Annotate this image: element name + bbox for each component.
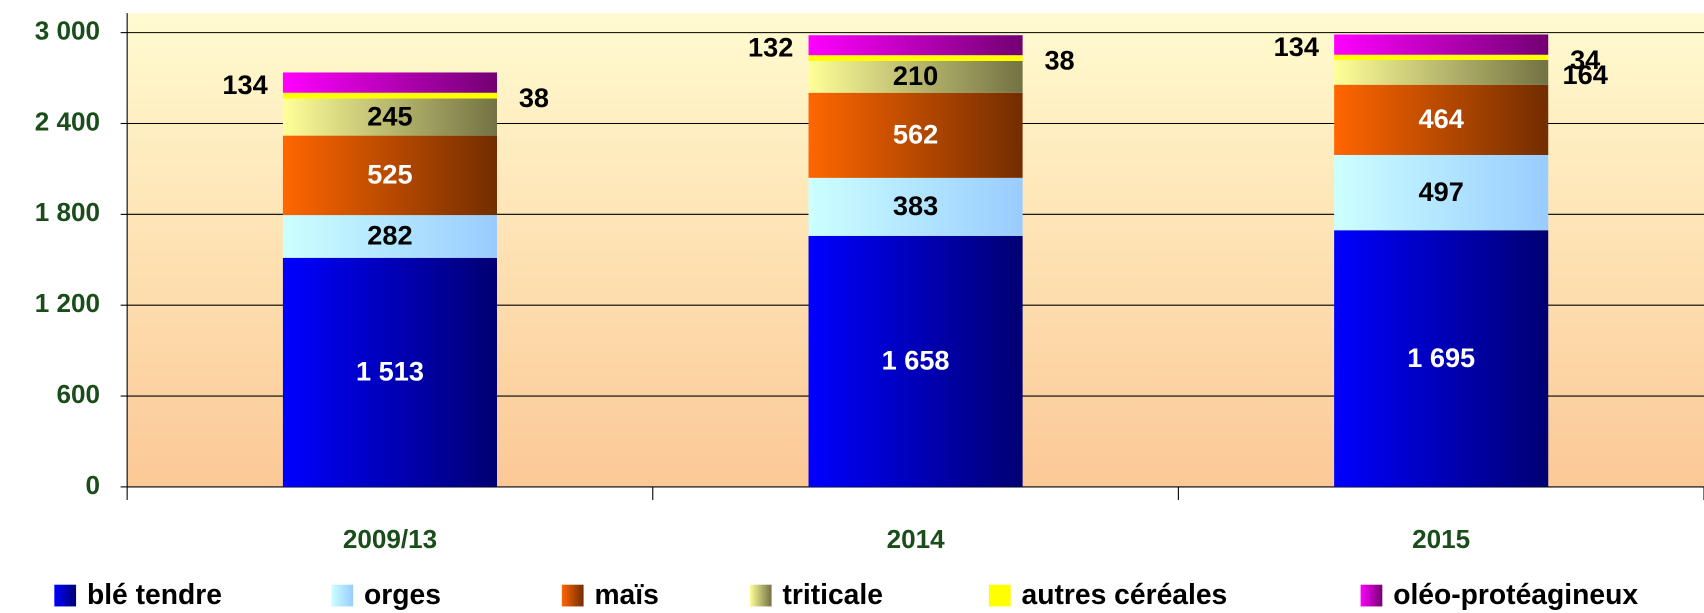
legend-swatch	[561, 584, 584, 607]
value-label: 562	[893, 119, 938, 150]
value-label: 210	[893, 60, 938, 91]
bar-segment	[1334, 84, 1549, 155]
x-tick-label: 2015	[1412, 524, 1470, 554]
y-tick-label: 1 800	[35, 197, 100, 227]
bar-segment	[282, 215, 497, 258]
legend-label: orges	[364, 578, 441, 610]
legend-label: blé tendre	[87, 578, 222, 610]
y-tick-label: 600	[56, 379, 100, 409]
x-tick-label: 2009/13	[343, 524, 437, 554]
value-label: 282	[367, 220, 412, 251]
bar-segment	[808, 35, 1023, 56]
value-label: 132	[748, 32, 793, 63]
value-label: 1 513	[356, 356, 424, 387]
bar-segment	[808, 235, 1023, 487]
legend-swatch	[988, 584, 1011, 607]
value-label: 245	[367, 100, 412, 131]
x-tick-label: 2014	[887, 524, 946, 554]
bar-segment	[808, 60, 1023, 93]
value-label: 383	[893, 190, 938, 221]
bar-segment	[282, 92, 497, 99]
legend-label: oléo-protéagineux	[1393, 578, 1638, 610]
bar-segment	[808, 92, 1023, 178]
bar-segment	[808, 177, 1023, 236]
y-tick-label: 3 000	[35, 16, 100, 46]
y-tick-label: 0	[85, 470, 100, 500]
value-label: 1 695	[1407, 342, 1475, 373]
y-tick-label: 1 200	[35, 288, 100, 318]
bar-segment	[282, 257, 497, 487]
bar-segment	[1334, 34, 1549, 55]
legend-swatch	[1360, 584, 1383, 607]
bar-segment	[1334, 230, 1549, 487]
legend-label: maïs	[594, 578, 658, 610]
value-label: 497	[1419, 176, 1464, 207]
bar-segment	[808, 55, 1023, 61]
value-label: 464	[1419, 103, 1464, 134]
legend-label: triticale	[782, 578, 883, 610]
value-label: 38	[519, 82, 549, 113]
value-label: 525	[367, 159, 412, 190]
value-label: 1 658	[882, 345, 950, 376]
legend-swatch	[331, 584, 354, 607]
bar-segment	[1334, 154, 1549, 231]
bar-segment	[282, 135, 497, 216]
bar-segment	[282, 98, 497, 136]
value-label: 134	[222, 69, 267, 100]
legend-label: autres céréales	[1022, 578, 1228, 610]
bar-segment	[282, 72, 497, 93]
y-tick-label: 2 400	[35, 106, 100, 136]
value-label: 34	[1570, 44, 1600, 75]
bar-segment	[1334, 59, 1549, 85]
legend-swatch	[54, 584, 77, 607]
bar-segment	[1334, 54, 1549, 60]
value-label: 164	[1563, 59, 1608, 90]
legend-swatch	[749, 584, 772, 607]
value-label: 134	[1274, 31, 1319, 62]
value-label: 38	[1044, 45, 1074, 76]
